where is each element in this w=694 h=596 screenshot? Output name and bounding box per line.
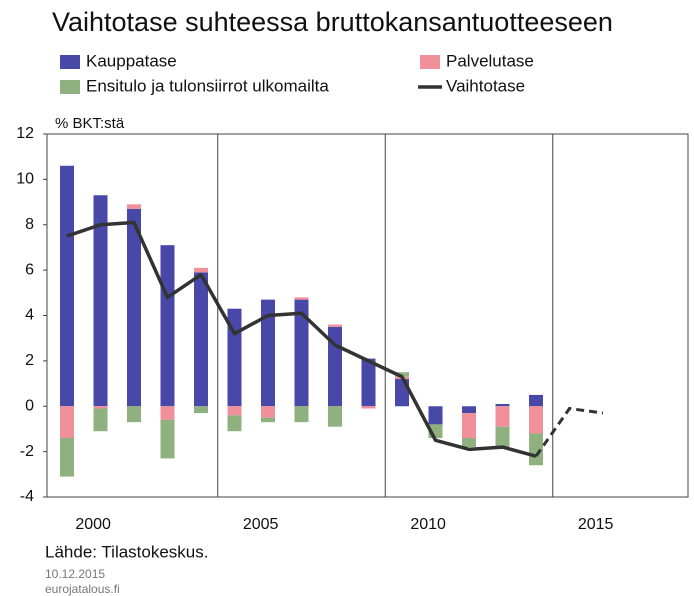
x-tick-label: 2010 — [410, 516, 446, 533]
y-tick-label: 10 — [16, 171, 34, 188]
y-tick-label: 12 — [16, 125, 34, 142]
plot-frame — [46, 133, 689, 498]
bar — [127, 406, 141, 423]
bar — [60, 165, 74, 407]
bar — [529, 394, 543, 407]
bar — [60, 406, 74, 439]
bar — [60, 438, 74, 477]
bar — [294, 299, 309, 407]
source: Lähde: Tilastokeskus. — [45, 542, 208, 561]
x-tick-label: 2005 — [243, 516, 279, 533]
bar — [294, 406, 309, 423]
y-tick-label: 6 — [25, 261, 34, 278]
bar — [462, 406, 476, 414]
legend-label: Palvelutase — [446, 51, 534, 70]
legend-marker — [420, 55, 440, 69]
line-dashed — [534, 406, 604, 458]
bar — [395, 372, 409, 377]
bar — [261, 299, 275, 407]
bar — [361, 406, 376, 409]
bar — [462, 438, 476, 448]
bar — [328, 406, 342, 427]
bar — [495, 406, 510, 427]
date: 10.12.2015 — [45, 567, 105, 581]
bar — [462, 413, 476, 439]
bar — [93, 195, 108, 407]
bar — [194, 272, 208, 407]
y-tick-label: 4 — [25, 307, 34, 324]
bar — [194, 267, 208, 273]
bar — [160, 245, 175, 407]
bar — [127, 208, 141, 407]
bar — [127, 204, 141, 209]
bar — [495, 426, 510, 448]
legend-label: Kauppatase — [86, 51, 177, 70]
bar — [361, 358, 376, 407]
bar — [495, 403, 510, 407]
bar — [529, 433, 543, 466]
site: eurojatalous.fi — [45, 582, 120, 596]
y-tick-label: -2 — [20, 443, 34, 460]
x-tick-label: 2015 — [578, 516, 614, 533]
bar — [261, 417, 275, 423]
bar — [328, 324, 342, 327]
bar — [261, 406, 275, 418]
bar — [93, 408, 108, 432]
y-tick-label: 0 — [25, 397, 34, 414]
x-tick-label: 2000 — [75, 516, 111, 533]
y-axis-label: % BKT:stä — [55, 115, 125, 132]
chart-title: Vaihtotase suhteessa bruttokansantuottee… — [52, 7, 613, 37]
legend-label: Vaihtotase — [446, 76, 525, 95]
bar — [93, 406, 108, 409]
legend-label: Ensitulo ja tulonsiirrot ulkomailta — [86, 76, 329, 95]
bar — [160, 419, 175, 459]
y-tick-label: -4 — [20, 488, 34, 505]
y-tick-label: 2 — [25, 352, 34, 369]
bar — [227, 406, 242, 416]
bar — [227, 415, 242, 432]
legend-marker — [60, 80, 80, 94]
bar — [294, 297, 309, 300]
legend-marker — [60, 55, 80, 69]
bar — [160, 406, 175, 420]
y-tick-label: 8 — [25, 216, 34, 233]
bar — [428, 406, 443, 425]
bar — [194, 406, 208, 414]
bar — [529, 406, 543, 434]
line — [66, 220, 537, 458]
